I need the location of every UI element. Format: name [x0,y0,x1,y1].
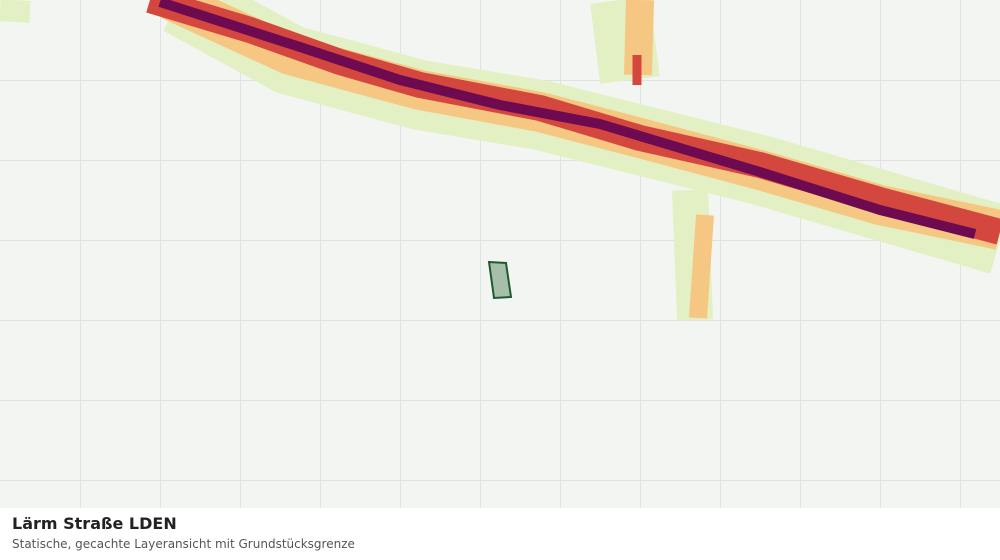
legend-footer: Lärm Straße LDEN Statische, gecachte Lay… [0,508,1000,560]
parcel-boundary [487,260,513,300]
noise-layer [0,0,1000,321]
layer-subtitle: Statische, gecachte Layeransicht mit Gru… [12,537,355,551]
layer-title: Lärm Straße LDEN [12,514,177,533]
map [0,0,1000,508]
